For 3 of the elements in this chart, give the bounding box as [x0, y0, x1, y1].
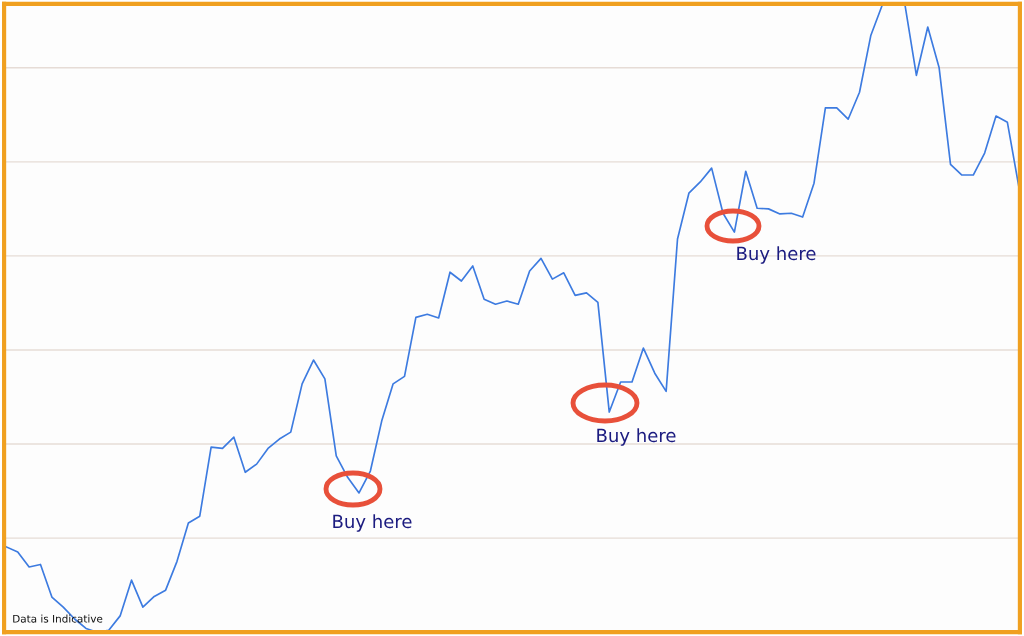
annotation: Buy here [597, 428, 676, 446]
annotation: Buy here [737, 246, 816, 264]
annotation: Buy here [333, 514, 412, 532]
